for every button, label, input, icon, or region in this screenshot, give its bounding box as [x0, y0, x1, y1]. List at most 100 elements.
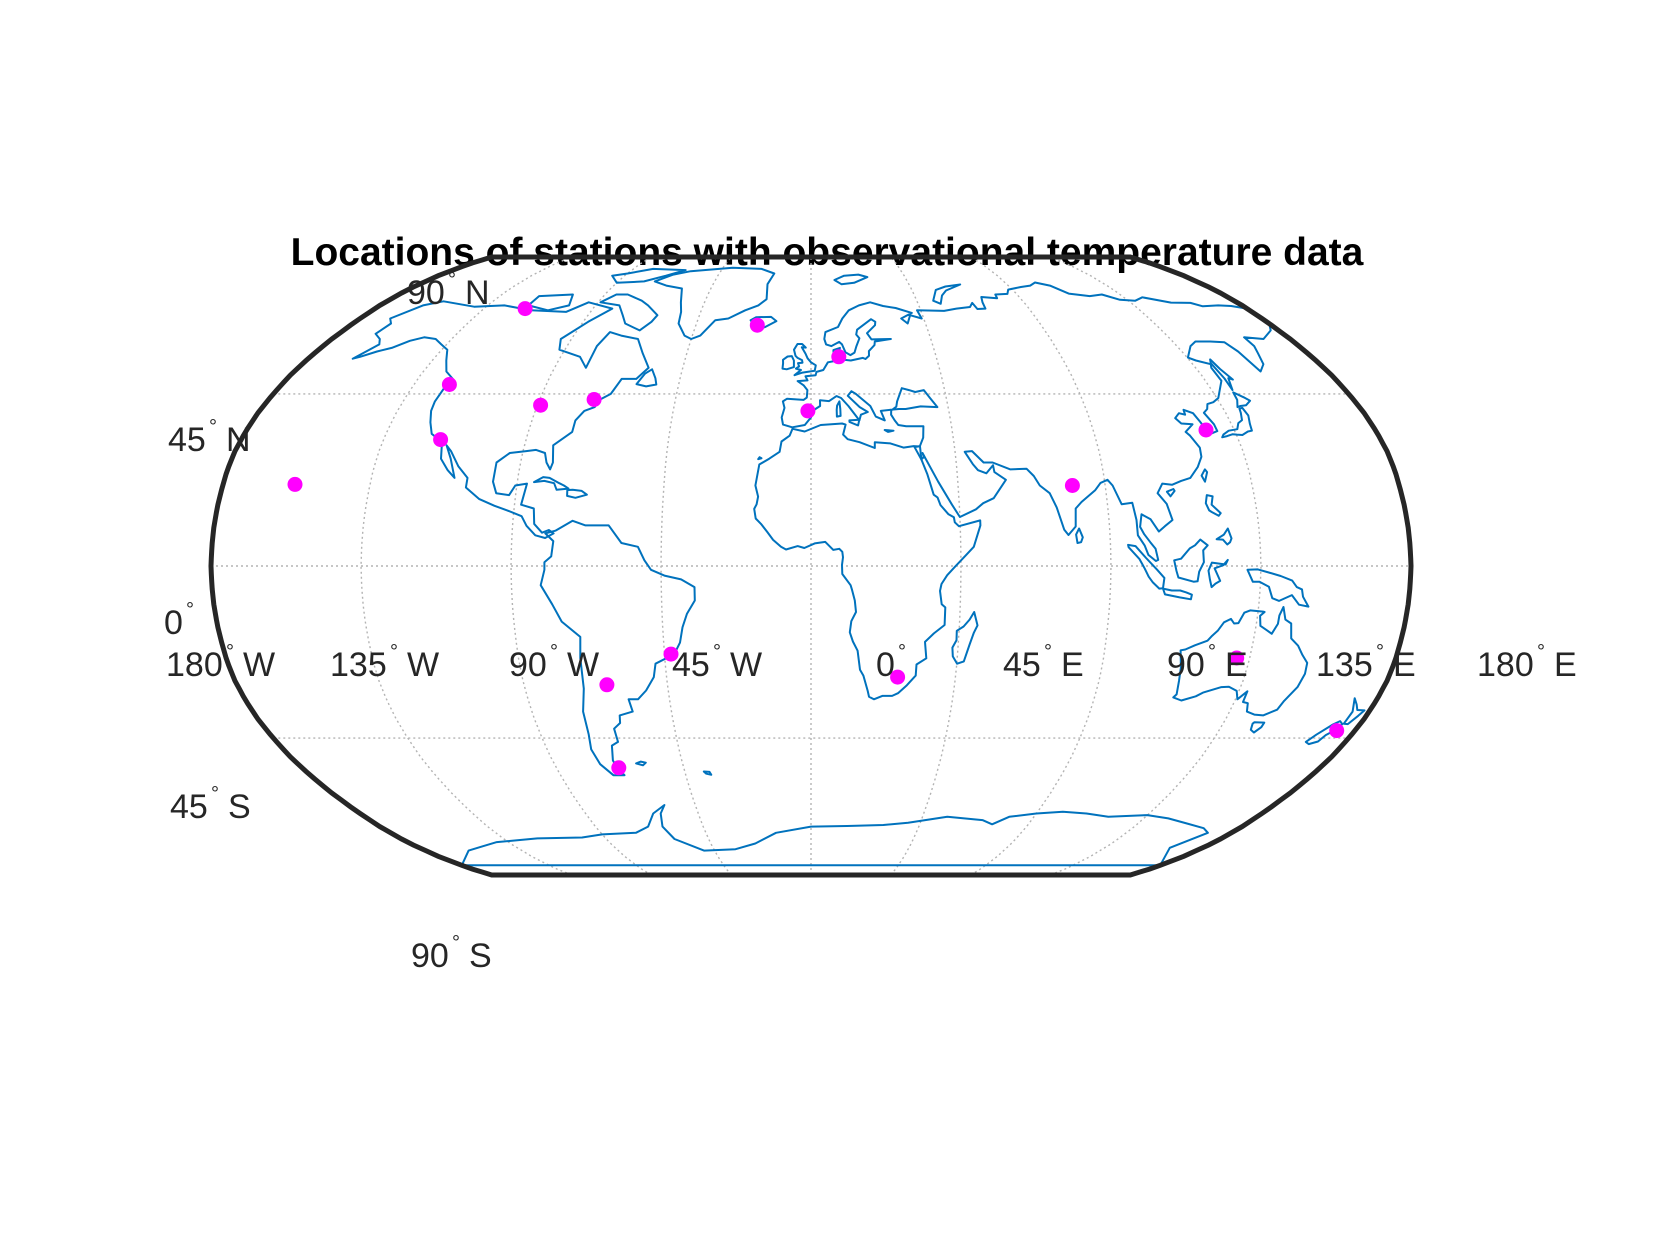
lon-label-hemisphere: E — [1393, 646, 1416, 684]
station-marker — [533, 397, 549, 413]
meridian-line — [360, 256, 572, 876]
coastline-segment — [1221, 406, 1253, 439]
coastline-segment — [527, 293, 574, 312]
coastline-segment — [753, 422, 982, 701]
lat-label-degree: ° — [209, 416, 217, 438]
coastline-segment — [566, 488, 588, 499]
coastline-segment — [1232, 391, 1252, 409]
coastline-segment — [533, 476, 570, 491]
lon-label: 180 — [1477, 646, 1534, 684]
lon-label-hemisphere: W — [567, 646, 599, 684]
station-markers — [287, 301, 1345, 776]
latitude-labels: 90 ° N45 ° N0 °45 ° S90 ° S — [164, 269, 492, 975]
lon-label-degree: ° — [550, 641, 558, 663]
station-marker — [441, 377, 457, 392]
station-marker — [1064, 478, 1080, 493]
station-marker — [831, 349, 847, 365]
coastline-segment — [635, 760, 647, 767]
lon-label-hemisphere: W — [243, 646, 275, 684]
coastline-segment — [835, 400, 842, 418]
lon-label-degree: ° — [898, 641, 906, 663]
lat-label-hemisphere: S — [469, 937, 492, 975]
lat-label: 0 — [164, 604, 183, 642]
station-marker — [611, 760, 627, 776]
station-marker — [1329, 723, 1345, 739]
lon-label: 45 — [1003, 646, 1041, 684]
lon-label-hemisphere: E — [1225, 646, 1248, 684]
coastline-segment — [749, 315, 778, 329]
station-marker — [749, 317, 765, 333]
coastline-segment — [833, 273, 869, 286]
coastline-segment — [351, 300, 650, 539]
coastline-segment — [793, 343, 817, 377]
lon-label: 180 — [166, 646, 223, 684]
station-marker — [586, 392, 602, 407]
coastline-segment — [1075, 527, 1084, 544]
lat-label-degree: ° — [448, 269, 456, 291]
coastline-segment — [1204, 494, 1222, 517]
station-marker — [517, 301, 533, 317]
lon-label-hemisphere: W — [407, 646, 439, 684]
coastline-segment — [611, 267, 687, 284]
coastline-segment — [757, 456, 763, 461]
station-marker — [287, 476, 303, 492]
lon-label: 90 — [1167, 646, 1205, 684]
station-marker — [433, 432, 449, 448]
lat-label: 90 — [411, 937, 449, 975]
map-frame — [208, 254, 1414, 878]
lat-label: 45 — [170, 788, 208, 826]
station-marker — [890, 669, 906, 685]
station-marker — [1229, 650, 1245, 666]
coastline-segment — [460, 804, 1209, 867]
lat-label-degree: ° — [452, 932, 460, 954]
lon-label: 45 — [672, 646, 710, 684]
coastline-segment — [539, 519, 696, 777]
meridian-line — [510, 256, 652, 876]
meridian-line — [1050, 256, 1262, 876]
station-marker — [599, 677, 615, 693]
coastlines — [351, 266, 1366, 867]
lat-label-hemisphere: N — [465, 274, 490, 312]
longitude-labels: 180 ° W 135 ° W 90 ° W 45 ° W 0 ° 45 ° E 90 ° E 135 ° E 180 ° E — [166, 641, 1577, 684]
lon-label: 90 — [509, 646, 547, 684]
coastline-segment — [1162, 587, 1193, 601]
coastline-segment — [1127, 543, 1166, 590]
lon-label-degree: ° — [390, 641, 398, 663]
lon-label-degree: ° — [1376, 641, 1384, 663]
coastline-segment — [1249, 721, 1266, 734]
coastline-segment — [599, 293, 659, 332]
lat-label: 45 — [168, 421, 206, 459]
station-marker — [1198, 422, 1214, 438]
lat-label-hemisphere: N — [226, 421, 251, 459]
coastline-segment — [883, 429, 895, 433]
coastline-segment — [1215, 527, 1233, 546]
station-marker — [800, 403, 816, 419]
lat-label: 90 — [407, 274, 445, 312]
station-marker — [663, 646, 679, 662]
meridian-line — [970, 256, 1112, 876]
lon-label: 135 — [1316, 646, 1373, 684]
coastline-segment — [1246, 568, 1310, 608]
graticule — [211, 256, 1411, 876]
coastline-segment — [1172, 606, 1309, 717]
lon-label: 0 — [876, 646, 895, 684]
coastline-segment — [1209, 358, 1234, 392]
lon-label-degree: ° — [1537, 641, 1545, 663]
lat-label-degree: ° — [211, 783, 219, 805]
coastline-segment — [932, 283, 962, 305]
coastline-segment — [1165, 488, 1176, 498]
coastline-segment — [1200, 468, 1209, 483]
coastline-segment — [1342, 697, 1366, 726]
lon-label-degree: ° — [713, 641, 721, 663]
lat-label-degree: ° — [186, 599, 194, 621]
coastline-segment — [951, 611, 979, 665]
lon-label-hemisphere: W — [730, 646, 762, 684]
coastline-segment — [781, 355, 795, 371]
coastline-segment — [848, 418, 861, 427]
lon-label-degree: ° — [1208, 641, 1216, 663]
lon-label-degree: ° — [1044, 641, 1052, 663]
lon-label-hemisphere: E — [1061, 646, 1084, 684]
map-title: Locations of stations with observational… — [291, 231, 1364, 274]
coastline-segment — [653, 266, 776, 340]
